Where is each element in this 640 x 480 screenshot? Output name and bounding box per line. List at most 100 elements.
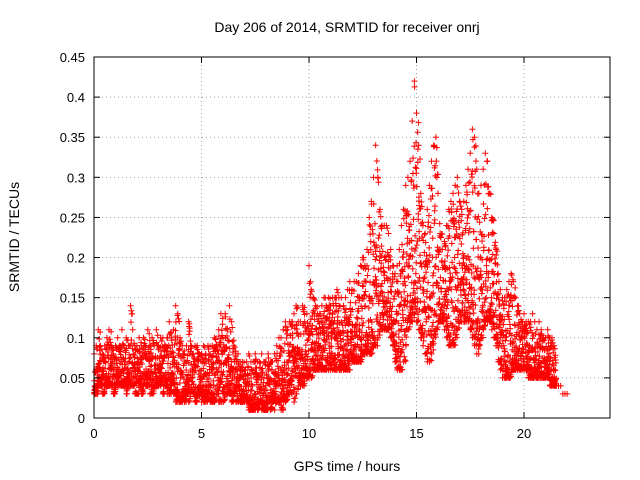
data-point [479, 334, 486, 341]
data-point [503, 298, 510, 305]
data-point [473, 268, 480, 275]
data-point [445, 287, 452, 294]
data-point [481, 215, 488, 222]
data-point [421, 274, 428, 281]
data-point [467, 150, 474, 157]
data-point [505, 308, 512, 315]
data-point [395, 289, 402, 296]
data-point [402, 358, 409, 365]
data-point [466, 310, 473, 317]
data-point [448, 276, 455, 283]
data-point [557, 382, 564, 389]
data-point [295, 362, 302, 369]
data-point [212, 336, 219, 343]
data-point [487, 307, 494, 314]
data-point [396, 246, 403, 253]
data-point [505, 351, 512, 358]
data-point [509, 303, 516, 310]
data-point [478, 274, 485, 281]
data-point [326, 302, 333, 309]
data-point [378, 260, 385, 267]
data-point [534, 348, 541, 355]
data-point [227, 328, 234, 335]
data-point [372, 256, 379, 263]
data-point [365, 340, 372, 347]
y-tick-labels: 0 0.05 0.1 0.15 0.2 0.25 0.3 0.35 0.4 0.45 [60, 50, 85, 426]
data-point [500, 321, 507, 328]
data-point [197, 378, 204, 385]
data-point [118, 326, 125, 333]
data-point [485, 183, 492, 190]
data-point [300, 308, 307, 315]
data-point [448, 286, 455, 293]
data-point [490, 217, 497, 224]
data-point [342, 294, 349, 301]
data-point [423, 253, 430, 260]
data-point [425, 279, 432, 286]
data-point [112, 388, 119, 395]
data-point [413, 242, 420, 249]
data-point [294, 304, 301, 311]
data-point [471, 134, 478, 141]
data-point [493, 251, 500, 258]
data-point [458, 291, 465, 298]
data-point [334, 289, 341, 296]
data-point [488, 294, 495, 301]
data-point [358, 354, 365, 361]
data-point [450, 190, 457, 197]
data-point [399, 346, 406, 353]
data-point [421, 249, 428, 256]
data-point [225, 351, 232, 358]
data-point [546, 371, 553, 378]
data-point [356, 294, 363, 301]
data-point [458, 312, 465, 319]
data-point [525, 349, 532, 356]
data-point [532, 352, 539, 359]
data-point [418, 259, 425, 266]
data-point [516, 344, 523, 351]
data-point [170, 349, 177, 356]
data-point [451, 265, 458, 272]
data-point [131, 354, 138, 361]
data-point [390, 263, 397, 270]
data-point [392, 270, 398, 277]
data-point [139, 360, 146, 367]
data-point [405, 263, 412, 270]
data-point [446, 232, 453, 239]
data-point [464, 265, 471, 272]
data-point [417, 252, 424, 259]
data-point [386, 253, 393, 260]
data-point [412, 270, 419, 277]
data-point [446, 264, 453, 271]
data-point [376, 331, 383, 338]
x-axis-label: GPS time / hours [294, 458, 401, 474]
data-point [424, 263, 431, 270]
data-point [483, 294, 490, 301]
data-point [473, 236, 480, 243]
data-point [466, 266, 473, 273]
data-point [230, 342, 237, 349]
data-point [389, 303, 396, 310]
data-point [405, 211, 412, 218]
data-point [303, 310, 310, 317]
data-point [461, 303, 468, 310]
data-point [527, 324, 534, 331]
data-point [172, 302, 179, 309]
data-point [379, 289, 386, 296]
data-point [231, 344, 238, 351]
data-point [317, 342, 324, 349]
data-point [273, 342, 280, 349]
data-point [340, 302, 347, 309]
data-point [428, 350, 435, 357]
data-point [284, 371, 291, 378]
data-point [444, 222, 451, 229]
data-point [376, 206, 383, 213]
data-point [377, 213, 384, 220]
data-point [373, 253, 380, 260]
data-point [452, 234, 459, 241]
data-point [420, 275, 427, 282]
data-point [468, 171, 475, 178]
data-point [395, 310, 402, 317]
data-point [400, 254, 407, 261]
data-point [413, 183, 420, 190]
